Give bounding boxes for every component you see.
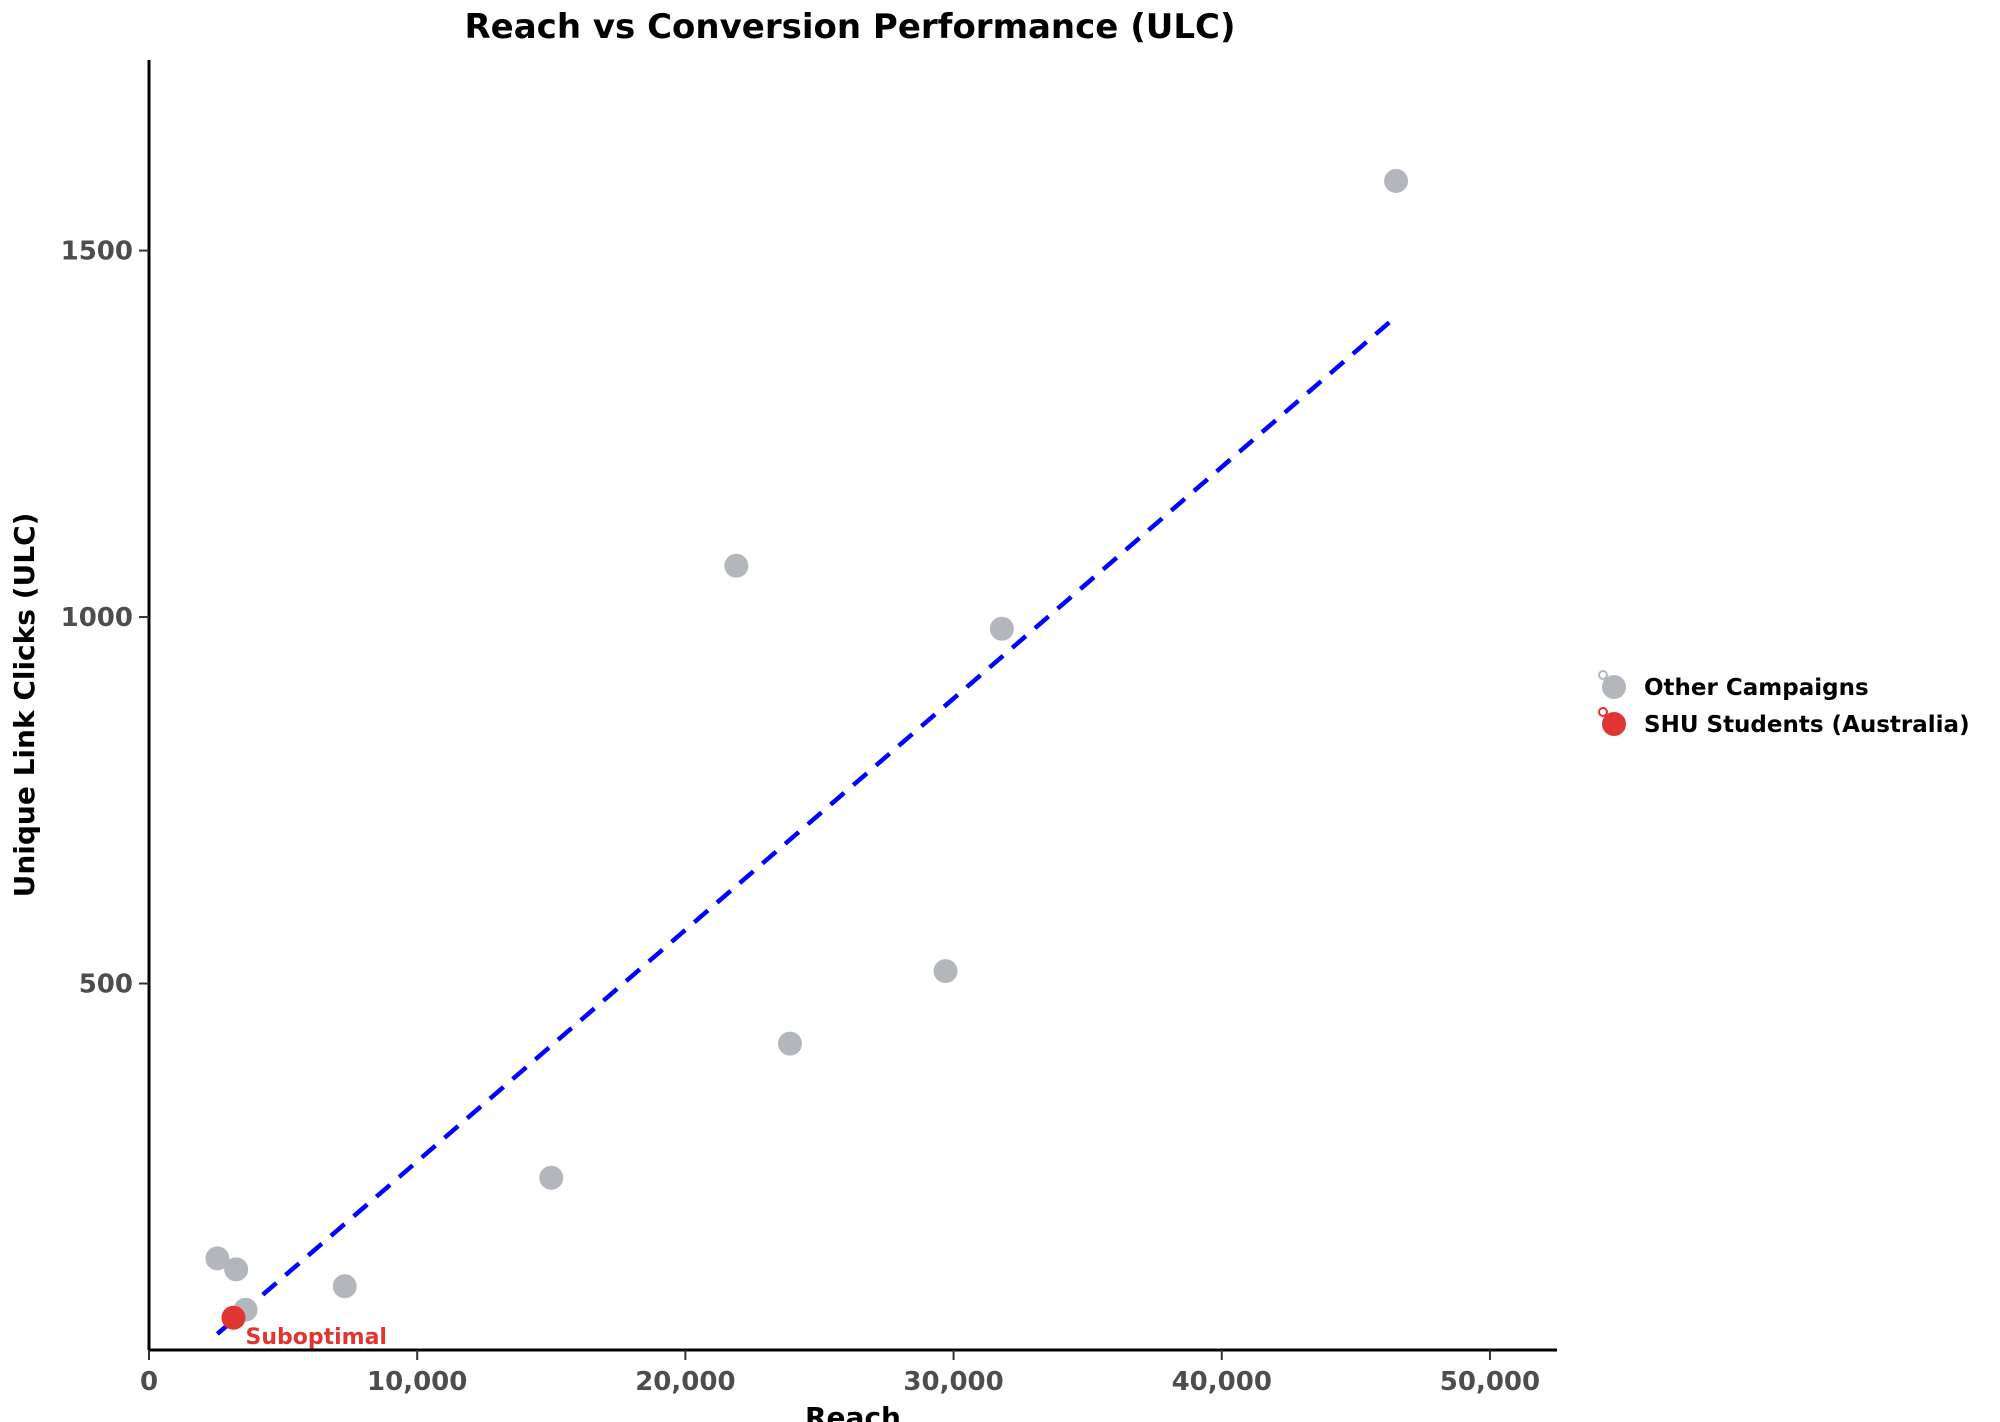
other-campaign-point-5: [724, 553, 749, 578]
x-tick-label-1: 10,000: [367, 1367, 467, 1397]
x-tick-label-2: 20,000: [635, 1367, 735, 1397]
x-tick-label-0: 0: [140, 1367, 158, 1397]
legend-item-other-campaigns: Other Campaigns: [1598, 670, 1869, 701]
annotation-0: Suboptimal: [245, 1325, 386, 1350]
legend: Other Campaigns SHU Students (Australia): [1598, 670, 1970, 738]
other-campaign-point-9: [1384, 168, 1409, 193]
y-axis-label: Unique Link Clicks (ULC): [8, 513, 41, 898]
other-campaign-point-4: [539, 1165, 564, 1190]
plot-area: 0 10,000 20,000 30,000 40,000 50,000 500 1000 1…: [61, 60, 1557, 1397]
x-tick-label-3: 30,000: [903, 1367, 1003, 1397]
y-tick-label-1: 1000: [61, 603, 133, 633]
x-ticks: 0 10,000 20,000 30,000 40,000 50,000: [140, 1350, 1540, 1397]
other-campaign-point-1: [224, 1257, 249, 1282]
chart-title: Reach vs Conversion Performance (ULC): [464, 7, 1235, 47]
x-axis-label: Reach: [805, 1401, 901, 1422]
y-tick-label-0: 500: [79, 970, 133, 1000]
shu-students-point-0: [221, 1305, 246, 1330]
legend-key-other-campaigns: [1598, 670, 1608, 680]
trendline-layer: [215, 314, 1398, 1336]
y-tick-label-2: 1500: [61, 237, 133, 267]
legend-key-shu-students: [1598, 707, 1608, 717]
other-campaign-point-6: [777, 1031, 802, 1056]
x-tick-label-5: 50,000: [1440, 1367, 1540, 1397]
annotation-layer: Suboptimal: [245, 1325, 386, 1350]
other-campaign-point-8: [989, 616, 1014, 641]
legend-label-other-campaigns: Other Campaigns: [1644, 675, 1869, 701]
trendline: [215, 314, 1398, 1336]
other-campaign-point-3: [332, 1274, 357, 1299]
legend-label-shu-students: SHU Students (Australia): [1644, 712, 1970, 738]
legend-marker-other-campaigns: [1602, 675, 1626, 699]
y-ticks: 500 1000 1500: [61, 237, 149, 1000]
legend-item-shu-students: SHU Students (Australia): [1598, 707, 1970, 738]
other-campaign-point-7: [933, 959, 958, 984]
other-campaign-point-0: [205, 1246, 230, 1271]
x-tick-label-4: 40,000: [1172, 1367, 1272, 1397]
points-layer: [205, 168, 1409, 1330]
legend-marker-shu-students: [1602, 712, 1626, 736]
